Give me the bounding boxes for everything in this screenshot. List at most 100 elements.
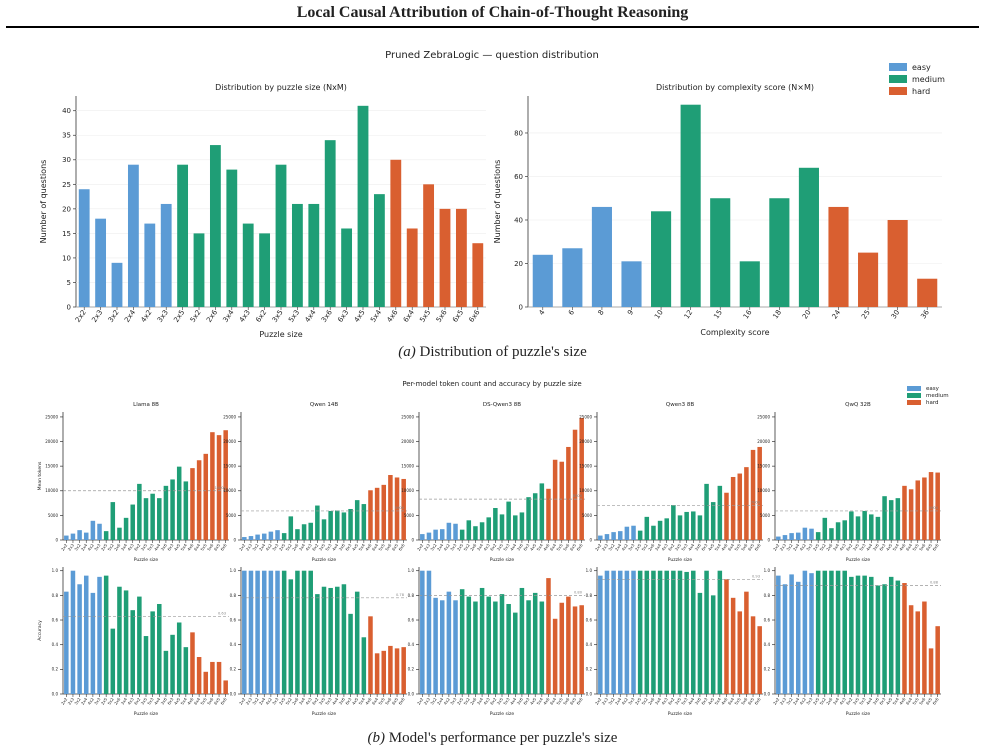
bar — [315, 594, 320, 694]
x-tick-label: 6x3 — [700, 696, 709, 705]
bar — [928, 648, 934, 694]
y-tick-label: 25 — [62, 181, 71, 189]
bar — [439, 600, 445, 694]
x-tick-label: 6x6 — [467, 308, 481, 324]
x-tick-label: 6x4 — [371, 542, 380, 551]
x-tick-label: 6x5 — [925, 696, 934, 705]
bar — [157, 603, 162, 694]
y-tick-label: 15000 — [45, 464, 58, 469]
x-tick-label: 4x6 — [186, 696, 195, 705]
x-axis-label: Puzzle size — [490, 711, 515, 717]
x-tick-label: 2x3 — [601, 696, 610, 705]
bar — [651, 211, 672, 307]
x-axis-label: Puzzle size — [846, 557, 871, 563]
y-tick-label: 5000 — [48, 513, 59, 518]
x-tick-label: 5x5 — [377, 696, 386, 705]
x-tick-label: 4x2 — [87, 696, 96, 705]
x-tick-label: 4x6 — [364, 542, 373, 551]
x-tick-label: 5x5 — [911, 696, 920, 705]
bar — [163, 650, 169, 694]
legend-label-hard: hard — [912, 87, 930, 96]
x-tick-label: 3x6 — [160, 696, 169, 705]
bar — [908, 489, 914, 540]
bar — [160, 203, 172, 307]
bar — [869, 514, 874, 540]
bar — [506, 501, 511, 540]
bar — [855, 575, 861, 694]
y-tick-label: 0.8 — [52, 593, 59, 598]
y-tick-label: 15000 — [223, 464, 236, 469]
bar — [572, 606, 578, 694]
x-tick-label: 5x3 — [502, 542, 511, 551]
x-tick-label: 6x2 — [667, 696, 676, 705]
bar — [631, 570, 636, 694]
x-tick-label: 6x5 — [925, 542, 934, 551]
x-tick-label: 5x3 — [324, 542, 333, 551]
caption-b-text: Model's performance per puzzle's size — [385, 730, 618, 746]
y-tick-label: 30 — [62, 156, 71, 164]
x-axis-label: Puzzle size — [312, 557, 337, 563]
y-tick-label: 0.4 — [764, 642, 771, 647]
x-tick-label: 2x5 — [172, 309, 186, 324]
bar — [183, 481, 189, 540]
bar — [170, 634, 175, 694]
bar — [255, 534, 260, 540]
bar — [822, 517, 828, 540]
bar — [341, 512, 347, 540]
y-tick-label: 1.0 — [764, 568, 771, 573]
chart-title: Qwen 14B — [310, 402, 338, 408]
x-tick-label: 2x6 — [825, 696, 834, 705]
bar — [829, 570, 834, 694]
caption-b-label: (b) — [367, 730, 386, 746]
bar — [611, 532, 616, 540]
bar — [644, 516, 650, 540]
x-tick-label: 5x3 — [287, 309, 301, 324]
bar — [196, 657, 202, 694]
bar — [210, 432, 215, 540]
x-tick-label: 5x2 — [106, 696, 115, 705]
bar — [637, 530, 643, 540]
bar — [572, 429, 578, 540]
bar — [357, 105, 369, 307]
y-tick-label: 20000 — [401, 439, 414, 444]
bar — [717, 485, 723, 540]
x-tick-label: 2x2 — [416, 696, 425, 705]
bar — [782, 535, 788, 540]
x-tick-label: 2x2 — [60, 696, 69, 705]
x-tick-label: 3x5 — [674, 696, 683, 705]
x-tick-label: 3x2 — [251, 696, 260, 705]
bar — [433, 529, 438, 540]
x-tick-label: 4x5 — [529, 696, 538, 705]
x-tick-label: 6x3 — [878, 542, 887, 551]
x-tick-label: 3x6 — [694, 542, 703, 551]
mean-reference-label: 0.88 — [930, 580, 939, 584]
y-tick-label: 15 — [62, 230, 71, 238]
x-tick-label: 2x2 — [238, 696, 247, 705]
y-tick-label: 10000 — [757, 488, 770, 493]
bar — [433, 597, 438, 694]
x-tick-label: 4x6 — [542, 542, 551, 551]
x-tick-label: 5x4 — [891, 696, 900, 705]
x-tick-label: 6x6 — [219, 542, 228, 551]
x-tick-label: 3x3 — [805, 542, 814, 551]
bar — [917, 278, 938, 307]
y-tick-label: 20000 — [45, 439, 58, 444]
y-tick-label: 0.4 — [408, 642, 415, 647]
bar — [717, 570, 723, 694]
x-tick-label: 2x5 — [278, 696, 287, 705]
x-tick-label: 3x4 — [476, 542, 485, 551]
x-tick-label: 5x4 — [535, 696, 544, 705]
x-tick-label: 6x5 — [213, 542, 222, 551]
x-tick-label: 2x4 — [258, 542, 267, 551]
y-tick-label: 0.4 — [52, 642, 59, 647]
mean-reference-label: 7000 — [751, 501, 761, 505]
x-tick-label: 6x5 — [569, 542, 578, 551]
x-tick-label: 4x4 — [509, 696, 518, 705]
bar — [915, 480, 921, 540]
x-tick-label: 6x6 — [753, 542, 762, 551]
x-tick-label: 5x6 — [918, 696, 927, 705]
y-tick-label: 1.0 — [52, 568, 59, 573]
x-tick-label: 2x5 — [812, 696, 821, 705]
x-tick-label: 2x5 — [456, 542, 465, 551]
bar — [455, 208, 467, 307]
